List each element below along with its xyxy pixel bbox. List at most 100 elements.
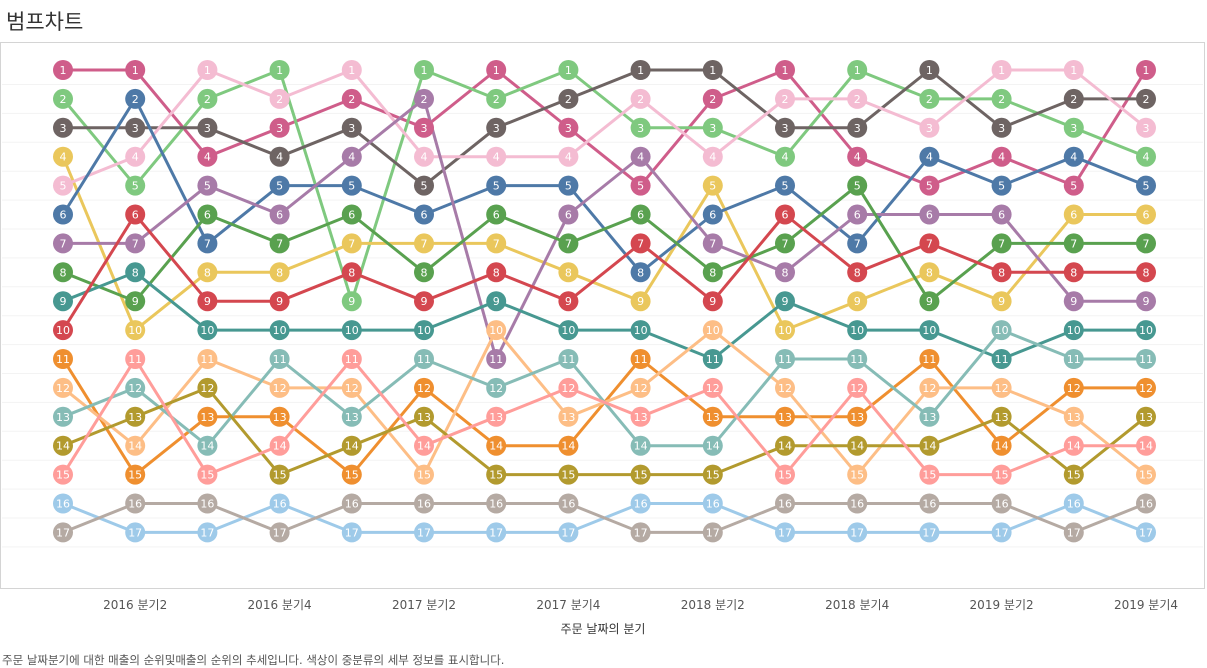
rank-marker[interactable]: 10 <box>197 320 218 341</box>
rank-marker[interactable]: 7 <box>197 233 218 254</box>
rank-marker[interactable]: 8 <box>53 262 73 283</box>
rank-marker[interactable]: 15 <box>919 464 940 485</box>
rank-marker[interactable]: 14 <box>847 435 868 456</box>
rank-marker[interactable]: 2 <box>1063 88 1084 109</box>
rank-marker[interactable]: 4 <box>702 146 723 167</box>
rank-marker[interactable]: 3 <box>269 117 290 138</box>
rank-marker[interactable]: 3 <box>341 117 362 138</box>
rank-marker[interactable]: 12 <box>125 377 146 398</box>
rank-marker[interactable]: 1 <box>486 60 507 80</box>
rank-marker[interactable]: 16 <box>847 493 868 514</box>
rank-marker[interactable]: 7 <box>919 233 940 254</box>
rank-marker[interactable]: 7 <box>991 233 1012 254</box>
rank-marker[interactable]: 3 <box>125 117 146 138</box>
rank-marker[interactable]: 14 <box>919 435 940 456</box>
rank-marker[interactable]: 12 <box>341 377 362 398</box>
rank-marker[interactable]: 17 <box>919 522 940 543</box>
rank-marker[interactable]: 10 <box>1136 320 1156 341</box>
rank-marker[interactable]: 3 <box>991 117 1012 138</box>
rank-marker[interactable]: 10 <box>269 320 290 341</box>
rank-marker[interactable]: 17 <box>702 522 723 543</box>
rank-marker[interactable]: 15 <box>269 464 290 485</box>
rank-marker[interactable]: 15 <box>1136 464 1156 485</box>
rank-marker[interactable]: 17 <box>486 522 507 543</box>
rank-marker[interactable]: 8 <box>341 262 362 283</box>
rank-marker[interactable]: 1 <box>341 60 362 80</box>
rank-marker[interactable]: 9 <box>919 291 940 312</box>
rank-marker[interactable]: 15 <box>630 464 651 485</box>
rank-marker[interactable]: 12 <box>919 377 940 398</box>
rank-marker[interactable]: 5 <box>1136 175 1156 196</box>
rank-marker[interactable]: 6 <box>991 204 1012 225</box>
rank-marker[interactable]: 11 <box>414 349 434 369</box>
rank-marker[interactable]: 12 <box>1136 377 1156 398</box>
rank-marker[interactable]: 14 <box>486 435 507 456</box>
rank-marker[interactable]: 11 <box>775 349 795 369</box>
rank-marker[interactable]: 10 <box>847 320 868 341</box>
rank-marker[interactable]: 12 <box>775 377 795 398</box>
rank-marker[interactable]: 4 <box>1136 146 1156 167</box>
rank-marker[interactable]: 11 <box>125 349 146 369</box>
rank-marker[interactable]: 12 <box>414 377 434 398</box>
rank-marker[interactable]: 17 <box>775 522 795 543</box>
rank-marker[interactable]: 7 <box>630 233 651 254</box>
rank-marker[interactable]: 5 <box>919 175 940 196</box>
rank-marker[interactable]: 8 <box>414 262 434 283</box>
rank-marker[interactable]: 4 <box>847 146 868 167</box>
rank-marker[interactable]: 7 <box>775 233 795 254</box>
rank-marker[interactable]: 16 <box>919 493 940 514</box>
rank-marker[interactable]: 13 <box>269 406 290 427</box>
rank-marker[interactable]: 2 <box>991 88 1012 109</box>
rank-marker[interactable]: 7 <box>558 233 579 254</box>
rank-marker[interactable]: 4 <box>775 146 795 167</box>
rank-marker[interactable]: 4 <box>125 146 146 167</box>
rank-marker[interactable]: 17 <box>847 522 868 543</box>
rank-marker[interactable]: 10 <box>558 320 579 341</box>
rank-marker[interactable]: 1 <box>847 60 868 80</box>
rank-marker[interactable]: 14 <box>414 435 434 456</box>
rank-marker[interactable]: 10 <box>1063 320 1084 341</box>
rank-marker[interactable]: 10 <box>775 320 795 341</box>
rank-marker[interactable]: 4 <box>486 146 507 167</box>
rank-marker[interactable]: 3 <box>53 117 73 138</box>
rank-marker[interactable]: 13 <box>919 406 940 427</box>
rank-marker[interactable]: 15 <box>125 464 146 485</box>
rank-marker[interactable]: 6 <box>630 204 651 225</box>
rank-marker[interactable]: 12 <box>847 377 868 398</box>
rank-marker[interactable]: 4 <box>341 146 362 167</box>
rank-marker[interactable]: 8 <box>847 262 868 283</box>
rank-marker[interactable]: 6 <box>197 204 218 225</box>
rank-marker[interactable]: 3 <box>414 117 434 138</box>
rank-marker[interactable]: 11 <box>630 349 651 369</box>
rank-marker[interactable]: 9 <box>702 291 723 312</box>
rank-marker[interactable]: 8 <box>558 262 579 283</box>
rank-marker[interactable]: 15 <box>53 464 73 485</box>
rank-marker[interactable]: 10 <box>414 320 434 341</box>
rank-marker[interactable]: 2 <box>125 88 146 109</box>
rank-marker[interactable]: 13 <box>991 406 1012 427</box>
rank-marker[interactable]: 2 <box>919 88 940 109</box>
rank-marker[interactable]: 6 <box>775 204 795 225</box>
rank-marker[interactable]: 6 <box>486 204 507 225</box>
rank-marker[interactable]: 13 <box>558 406 579 427</box>
rank-marker[interactable]: 12 <box>702 377 723 398</box>
rank-marker[interactable]: 14 <box>1063 435 1084 456</box>
rank-marker[interactable]: 16 <box>1063 493 1084 514</box>
rank-marker[interactable]: 12 <box>630 377 651 398</box>
rank-marker[interactable]: 16 <box>630 493 651 514</box>
rank-marker[interactable]: 4 <box>1063 146 1084 167</box>
rank-marker[interactable]: 10 <box>702 320 723 341</box>
rank-marker[interactable]: 17 <box>414 522 434 543</box>
rank-marker[interactable]: 5 <box>558 175 579 196</box>
rank-marker[interactable]: 8 <box>991 262 1012 283</box>
rank-marker[interactable]: 9 <box>486 291 507 312</box>
rank-marker[interactable]: 1 <box>269 60 290 80</box>
rank-marker[interactable]: 17 <box>558 522 579 543</box>
rank-marker[interactable]: 6 <box>847 204 868 225</box>
rank-marker[interactable]: 15 <box>486 464 507 485</box>
rank-marker[interactable]: 1 <box>558 60 579 80</box>
rank-marker[interactable]: 14 <box>269 435 290 456</box>
rank-marker[interactable]: 1 <box>919 60 940 80</box>
rank-marker[interactable]: 1 <box>630 60 651 80</box>
rank-marker[interactable]: 9 <box>775 291 795 312</box>
